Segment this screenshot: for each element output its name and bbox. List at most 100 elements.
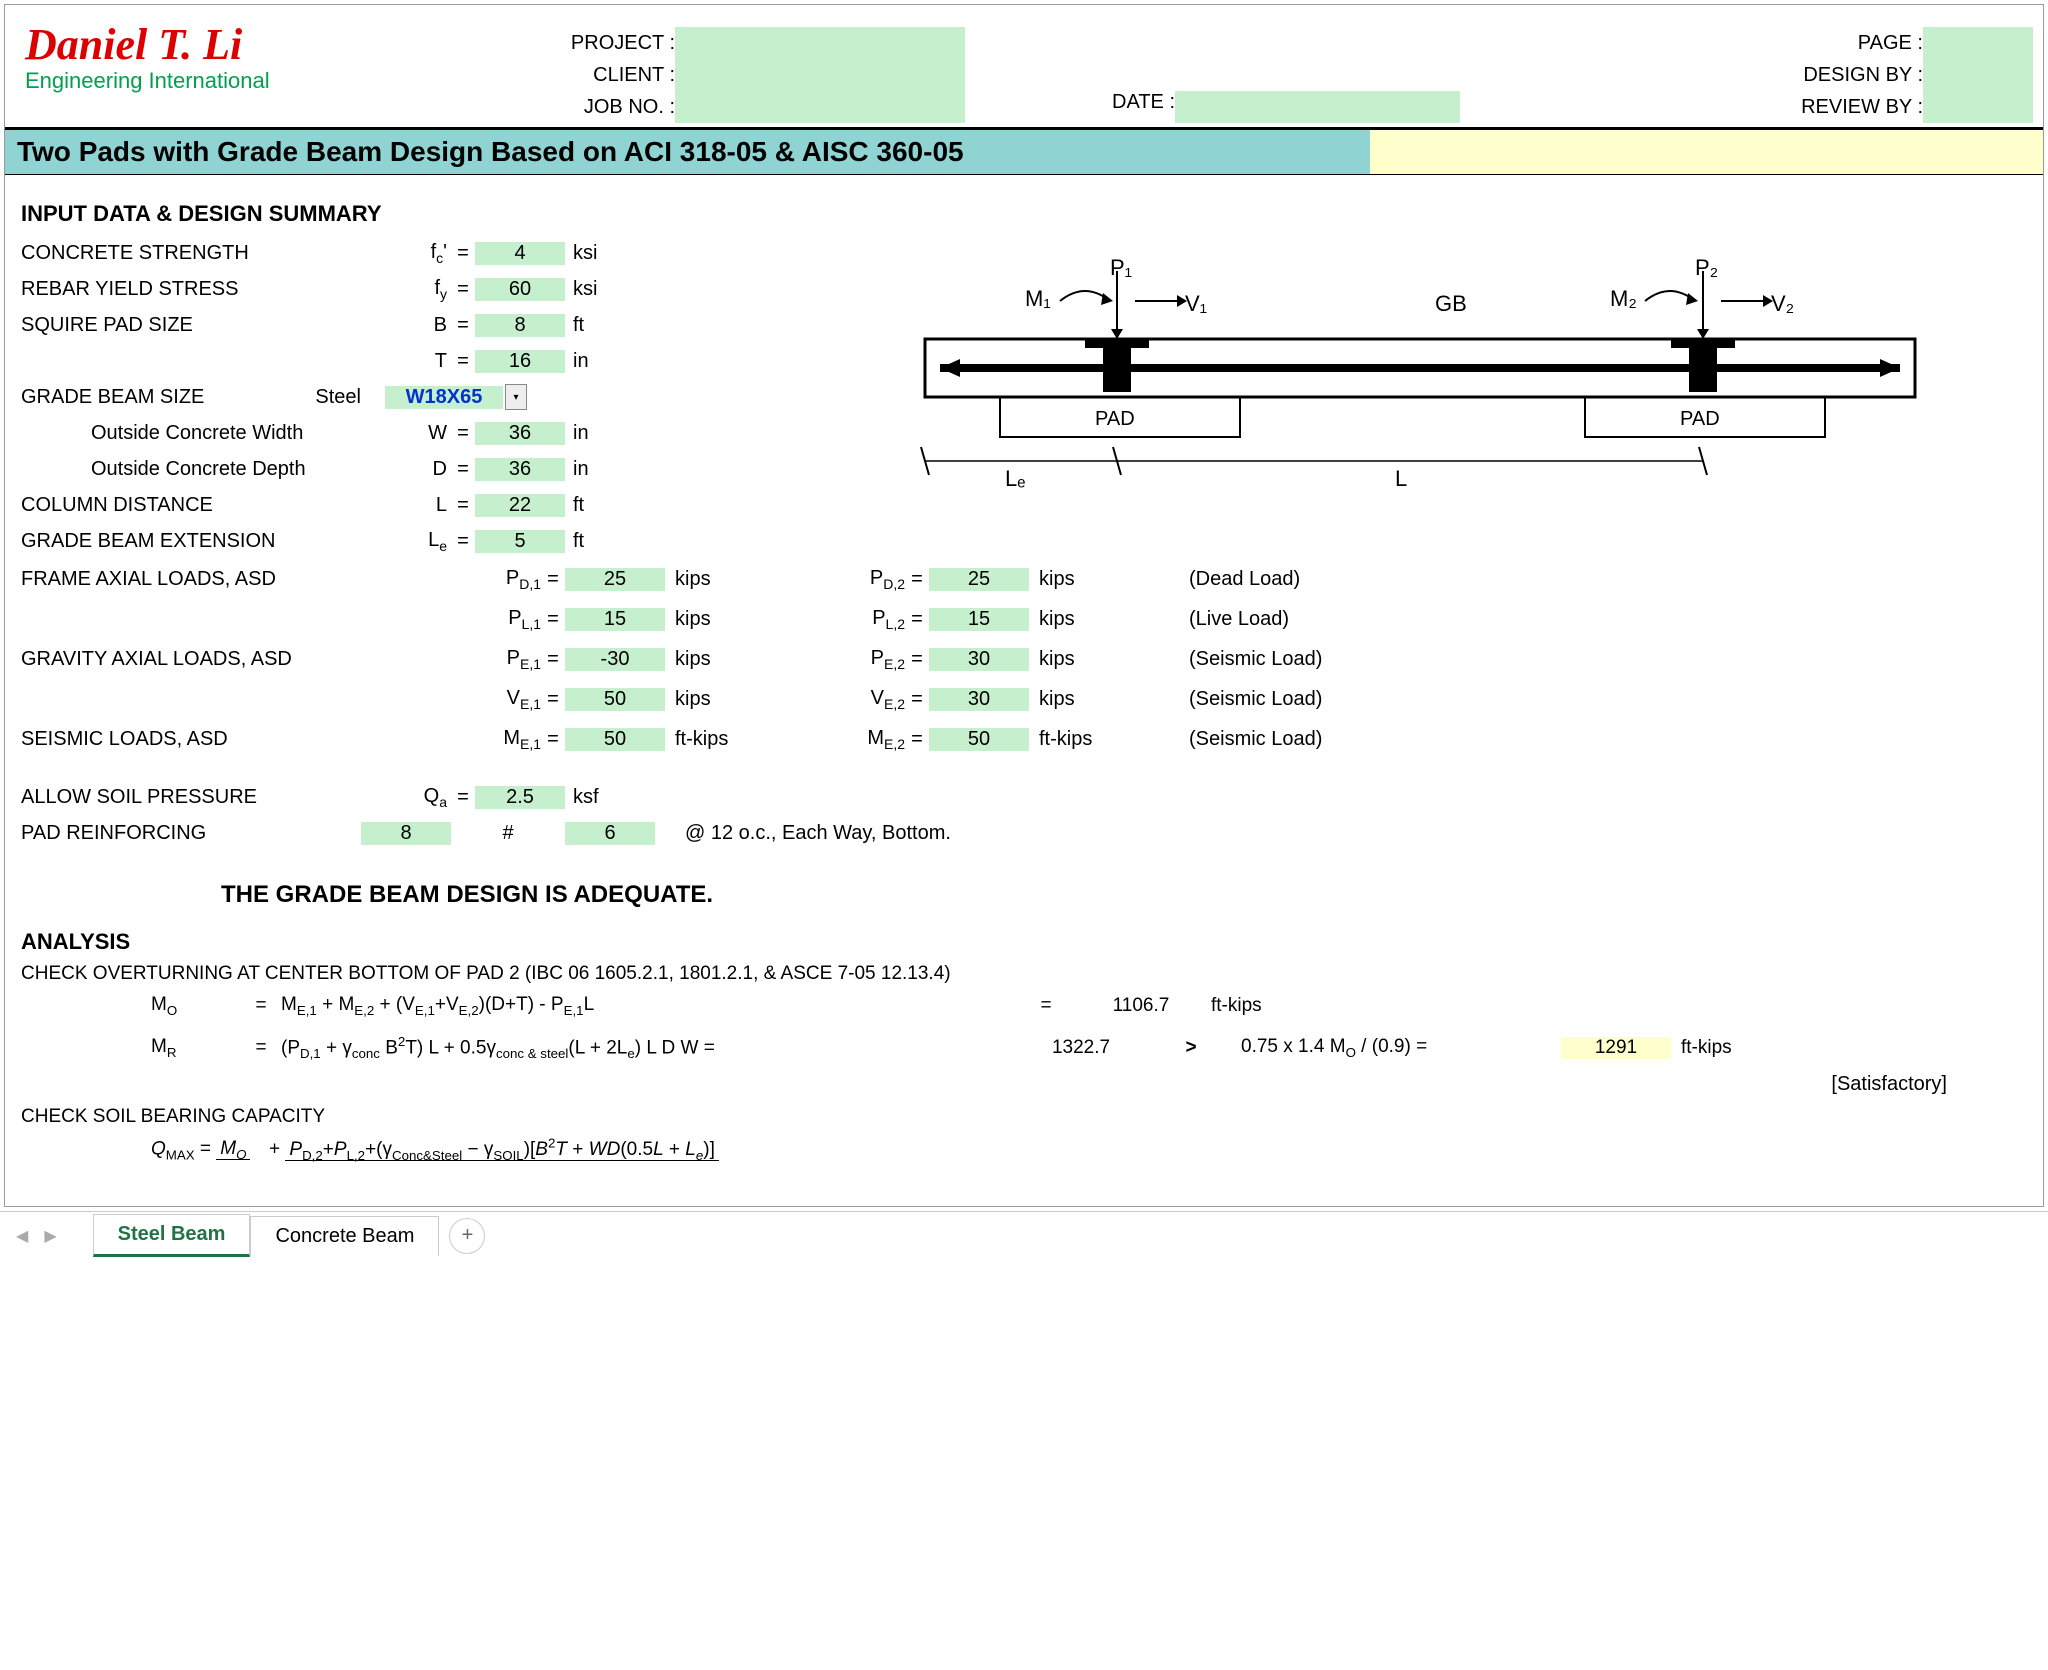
pl2-value[interactable]: 15 bbox=[929, 608, 1029, 631]
pl1-value[interactable]: 15 bbox=[565, 608, 665, 631]
check-soil: CHECK SOIL BEARING CAPACITY bbox=[21, 1106, 2027, 1128]
jobno-input[interactable] bbox=[675, 91, 965, 123]
pl1-symbol: PL,1 bbox=[431, 607, 541, 632]
diagram-v2-label: V₂ bbox=[1771, 291, 1794, 316]
pe2-value[interactable]: 30 bbox=[929, 648, 1029, 671]
logo-name: Daniel T. Li bbox=[25, 19, 515, 70]
tab-prev-icon[interactable]: ◀ bbox=[10, 1224, 34, 1248]
mr-rhs: 0.75 x 1.4 MO / (0.9) = bbox=[1241, 1036, 1561, 1060]
title-bar: Two Pads with Grade Beam Design Based on… bbox=[5, 127, 2043, 175]
ve2-value[interactable]: 30 bbox=[929, 688, 1029, 711]
project-labels: PROJECT : CLIENT : JOB NO. : bbox=[515, 9, 675, 123]
beam-label: GRADE BEAM SIZE bbox=[21, 386, 291, 409]
client-input[interactable] bbox=[675, 59, 965, 91]
diagram-v1-label: V₁ bbox=[1185, 291, 1207, 316]
reviewby-input[interactable] bbox=[1923, 91, 2033, 123]
diagram-p2-label: P₂ bbox=[1695, 255, 1718, 280]
width-unit: in bbox=[565, 422, 635, 445]
padT-symbol: T bbox=[361, 350, 451, 373]
soil-value[interactable]: 2.5 bbox=[475, 786, 565, 809]
project-input[interactable] bbox=[675, 27, 965, 59]
coldist-value[interactable]: 22 bbox=[475, 494, 565, 517]
page-input[interactable] bbox=[1923, 27, 2033, 59]
width-symbol: W bbox=[361, 422, 451, 445]
project-label: PROJECT : bbox=[515, 27, 675, 59]
me1-value[interactable]: 50 bbox=[565, 728, 665, 751]
padreinf-label: PAD REINFORCING bbox=[21, 822, 361, 845]
padreinf-note: @ 12 o.c., Each Way, Bottom. bbox=[655, 822, 951, 845]
mr-value: 1322.7 bbox=[1021, 1037, 1141, 1059]
tab-steel-beam[interactable]: Steel Beam bbox=[93, 1214, 251, 1257]
me2-value[interactable]: 50 bbox=[929, 728, 1029, 751]
coldist-symbol: L bbox=[361, 494, 451, 517]
seismic-note: (Seismic Load) bbox=[1149, 728, 1322, 751]
frame-label: FRAME AXIAL LOADS, ASD bbox=[21, 568, 431, 591]
pe1-symbol: PE,1 bbox=[431, 647, 541, 672]
ext-symbol: Le bbox=[361, 529, 451, 554]
tab-next-icon[interactable]: ▶ bbox=[38, 1224, 62, 1248]
grade-beam-diagram: P₁ P₂ M₁ M₂ V₁ V₂ GB bbox=[885, 251, 1945, 571]
header: Daniel T. Li Engineering International P… bbox=[5, 5, 2043, 127]
padreinf-row: PAD REINFORCING 8 # 6 @ 12 o.c., Each Wa… bbox=[21, 815, 2027, 851]
padT-value[interactable]: 16 bbox=[475, 350, 565, 373]
padsize-unit: ft bbox=[565, 314, 635, 337]
soil-label: ALLOW SOIL PRESSURE bbox=[21, 786, 361, 809]
padsize-symbol: B bbox=[361, 314, 451, 337]
mr-symbol: MR bbox=[151, 1036, 241, 1060]
project-inputs bbox=[675, 9, 965, 123]
content: P₁ P₂ M₁ M₂ V₁ V₂ GB bbox=[5, 175, 2043, 1206]
depth-label: Outside Concrete Depth bbox=[21, 458, 361, 481]
beam-value[interactable]: W18X65 bbox=[385, 386, 503, 409]
width-value[interactable]: 36 bbox=[475, 422, 565, 445]
concrete-symbol: fc' bbox=[361, 241, 451, 266]
designby-label: DESIGN BY : bbox=[1673, 59, 1923, 91]
logo: Daniel T. Li Engineering International bbox=[15, 9, 515, 94]
padsize-label: SQUIRE PAD SIZE bbox=[21, 314, 361, 337]
beam-dropdown-icon[interactable]: ▾ bbox=[505, 384, 527, 410]
ve1-value[interactable]: 50 bbox=[565, 688, 665, 711]
ext-unit: ft bbox=[565, 530, 635, 553]
mo-unit: ft-kips bbox=[1211, 995, 1331, 1017]
concrete-label: CONCRETE STRENGTH bbox=[21, 242, 361, 265]
section-input-data: INPUT DATA & DESIGN SUMMARY bbox=[21, 201, 2027, 227]
title-spacer bbox=[1370, 130, 2043, 174]
padreinf-hash: # bbox=[451, 822, 565, 845]
mo-value: 1106.7 bbox=[1071, 995, 1211, 1017]
ve2-symbol: VE,2 bbox=[785, 687, 905, 712]
designby-input[interactable] bbox=[1923, 59, 2033, 91]
concrete-value[interactable]: 4 bbox=[475, 242, 565, 265]
pe1-value[interactable]: -30 bbox=[565, 648, 665, 671]
diagram-l-label: L bbox=[1395, 466, 1407, 491]
diagram-pad2-label: PAD bbox=[1680, 408, 1720, 430]
mo-formula: ME,1 + ME,2 + (VE,1+VE,2)(D+T) - PE,1L bbox=[281, 994, 1021, 1018]
section-analysis: ANALYSIS bbox=[21, 929, 2027, 955]
pe2-symbol: PE,2 bbox=[785, 647, 905, 672]
depth-value[interactable]: 36 bbox=[475, 458, 565, 481]
pd1-unit: kips bbox=[665, 568, 785, 591]
mr-status: [Satisfactory] bbox=[21, 1073, 1947, 1096]
logo-subtitle: Engineering International bbox=[25, 68, 515, 94]
date-input[interactable] bbox=[1175, 91, 1460, 123]
add-sheet-icon[interactable]: + bbox=[449, 1218, 485, 1254]
pd1-value[interactable]: 25 bbox=[565, 568, 665, 591]
mr-formula: (PD,1 + γconc B2T) L + 0.5γconc & steel(… bbox=[281, 1034, 1021, 1061]
padsize-value[interactable]: 8 bbox=[475, 314, 565, 337]
gravity-note1: (Seismic Load) bbox=[1149, 648, 1322, 671]
client-label: CLIENT : bbox=[515, 59, 675, 91]
mr-unit: ft-kips bbox=[1671, 1037, 1732, 1059]
rebar-value[interactable]: 60 bbox=[475, 278, 565, 301]
sheet-tabs: ◀ ▶ Steel Beam Concrete Beam + bbox=[0, 1211, 2048, 1259]
ve1-symbol: VE,1 bbox=[431, 687, 541, 712]
beam-steel-label: Steel bbox=[291, 386, 361, 409]
ext-label: GRADE BEAM EXTENSION bbox=[21, 530, 361, 553]
padreinf-v1[interactable]: 8 bbox=[361, 822, 451, 845]
page-label: PAGE : bbox=[1673, 27, 1923, 59]
tab-concrete-beam[interactable]: Concrete Beam bbox=[250, 1216, 439, 1256]
review-inputs bbox=[1923, 9, 2033, 123]
frame-note2: (Live Load) bbox=[1149, 608, 1289, 631]
mo-row: MO = ME,1 + ME,2 + (VE,1+VE,2)(D+T) - PE… bbox=[21, 985, 2027, 1027]
padreinf-v2[interactable]: 6 bbox=[565, 822, 655, 845]
jobno-label: JOB NO. : bbox=[515, 91, 675, 123]
ext-value[interactable]: 5 bbox=[475, 530, 565, 553]
seismic-label: SEISMIC LOADS, ASD bbox=[21, 728, 431, 751]
